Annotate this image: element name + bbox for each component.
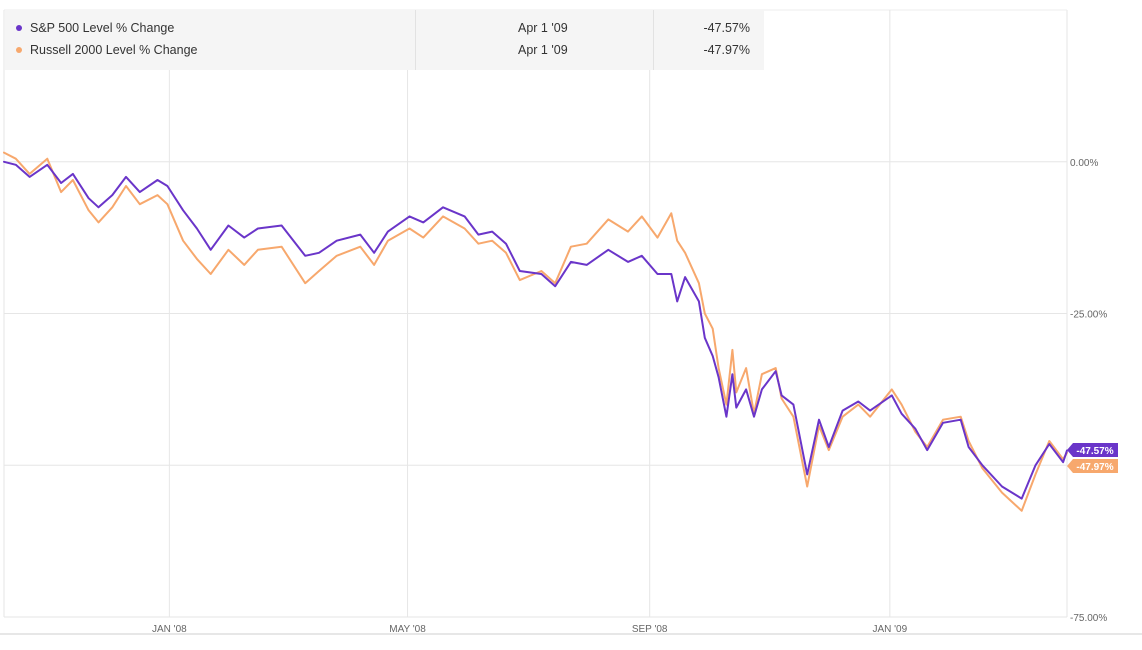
legend: S&P 500 Level % Change Apr 1 '09 -47.57%… bbox=[5, 10, 764, 70]
x-tick-label: MAY '08 bbox=[389, 624, 426, 635]
legend-value: -47.57% bbox=[703, 21, 750, 35]
y-tick-label: -25.00% bbox=[1070, 310, 1107, 321]
legend-date: Apr 1 '09 bbox=[518, 43, 568, 57]
last-value-badge-russell2000: -47.97% bbox=[1067, 459, 1118, 473]
series-line-russell2000 bbox=[3, 151, 1068, 512]
last-value-badge-sp500: -47.57% bbox=[1067, 443, 1118, 457]
legend-series-name: S&P 500 Level % Change bbox=[30, 21, 175, 35]
x-tick-label: SEP '08 bbox=[632, 624, 668, 635]
y-tick-label: 0.00% bbox=[1070, 158, 1098, 169]
series-layer bbox=[3, 151, 1068, 512]
x-tick-label: JAN '08 bbox=[152, 624, 187, 635]
legend-series-name: Russell 2000 Level % Change bbox=[30, 43, 198, 57]
last-value-label: -47.57% bbox=[1076, 446, 1113, 457]
legend-value: -47.97% bbox=[703, 43, 750, 57]
legend-date: Apr 1 '09 bbox=[518, 21, 568, 35]
x-tick-label: JAN '09 bbox=[872, 624, 907, 635]
legend-row-russell2000[interactable]: Russell 2000 Level % Change Apr 1 '09 -4… bbox=[5, 40, 764, 62]
last-value-label: -47.97% bbox=[1076, 462, 1113, 473]
grid-layer bbox=[0, 9, 1142, 635]
series-color-dot bbox=[16, 47, 22, 53]
series-line-sp500 bbox=[3, 160, 1068, 500]
legend-row-sp500[interactable]: S&P 500 Level % Change Apr 1 '09 -47.57% bbox=[5, 18, 764, 40]
y-axis: 0.00%-25.00%-50.00%-75.00% bbox=[1070, 158, 1107, 624]
x-axis: JAN '08 MAY '08 SEP '08 JAN '09 bbox=[152, 624, 908, 635]
legend-divider bbox=[653, 10, 654, 70]
last-value-badges: -47.57% -47.97% bbox=[1067, 443, 1118, 473]
y-tick-label: -75.00% bbox=[1070, 613, 1107, 624]
series-color-dot bbox=[16, 25, 22, 31]
legend-divider bbox=[415, 10, 416, 70]
